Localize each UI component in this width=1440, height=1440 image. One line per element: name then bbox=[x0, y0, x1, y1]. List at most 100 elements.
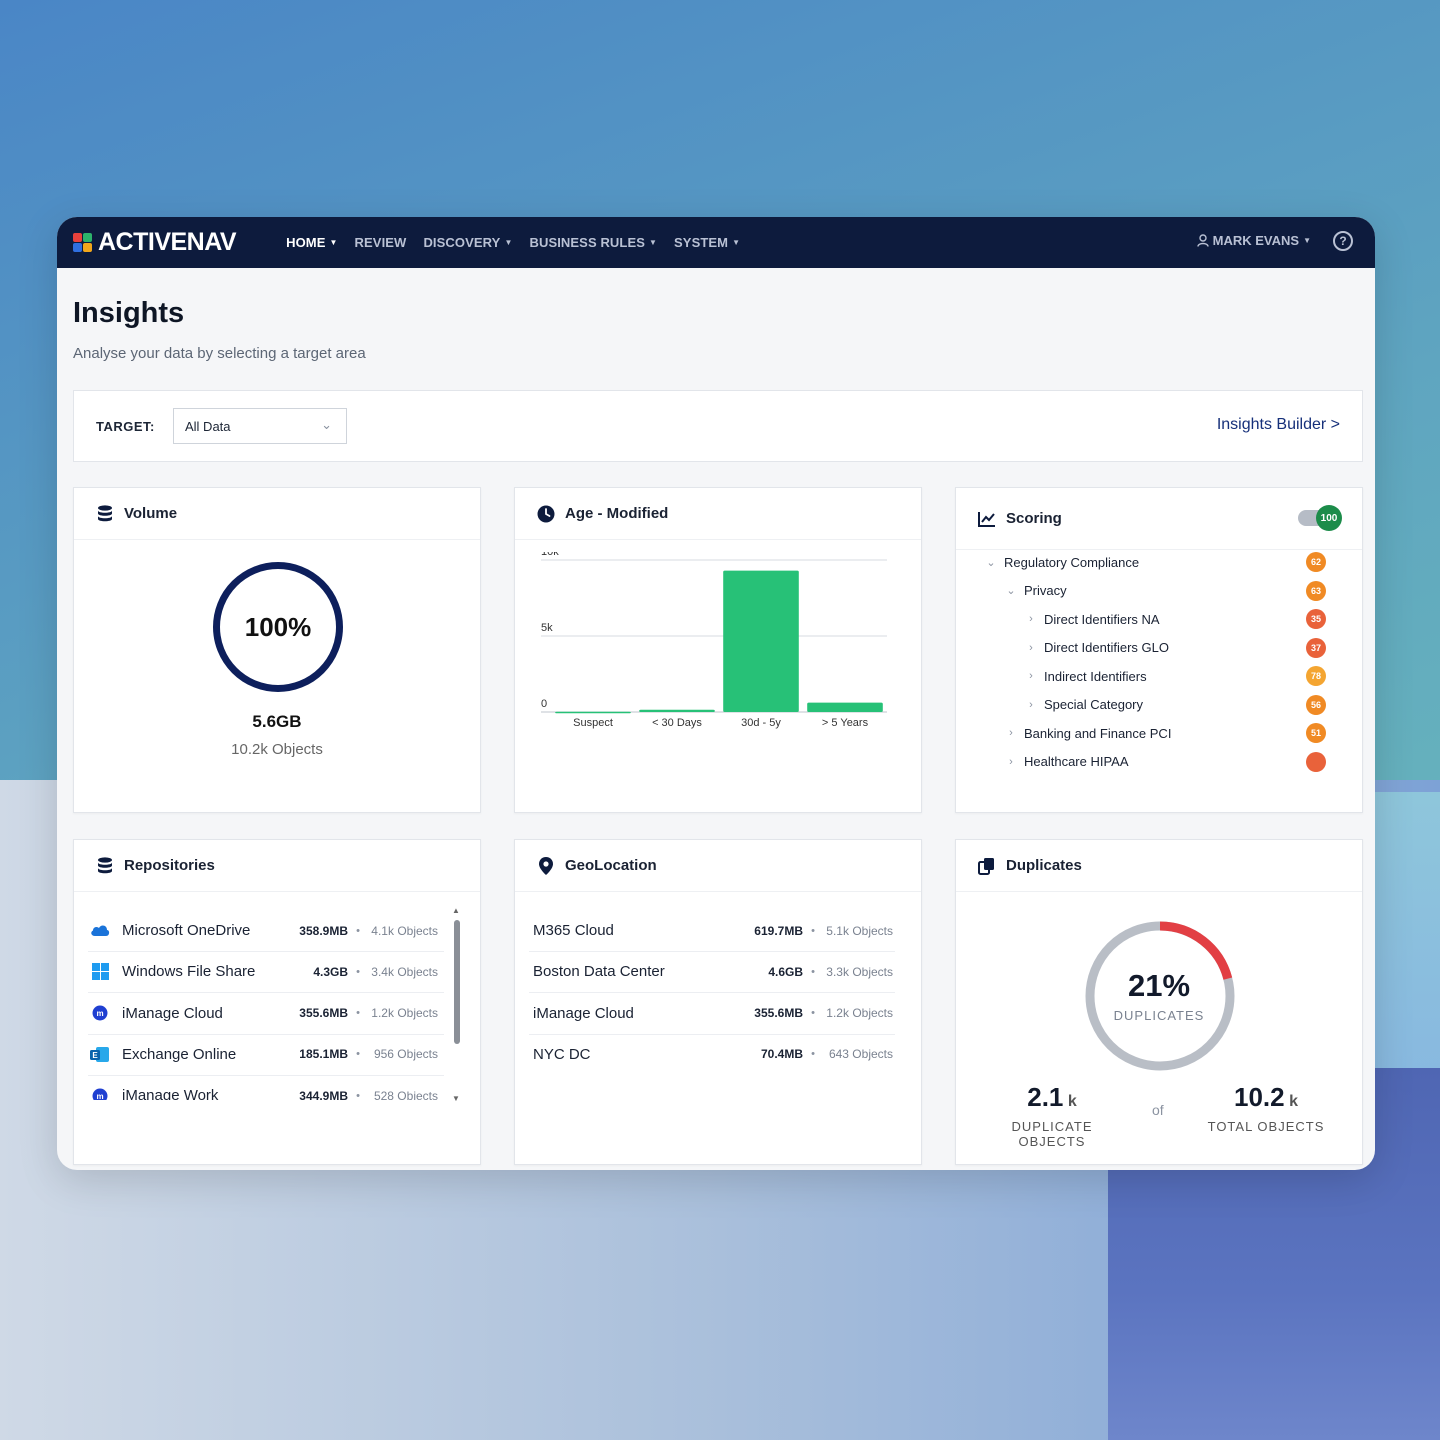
chevron-right-icon[interactable]: › bbox=[1029, 698, 1033, 711]
repository-objects: 3.4k Objects bbox=[371, 964, 438, 979]
score-badge: 56 bbox=[1306, 694, 1326, 715]
user-menu[interactable]: MARK EVANS ▼ bbox=[1196, 233, 1311, 248]
geolocation-row[interactable]: NYC DC 70.4MB • 643 Objects bbox=[515, 1034, 923, 1075]
volume-card: Volume 100% 5.6GB 10.2k Objects bbox=[73, 487, 481, 813]
nav-item-review[interactable]: REVIEW bbox=[355, 235, 407, 250]
score-badge: 78 bbox=[1306, 666, 1326, 686]
score-item-label: Indirect Identifiers bbox=[1044, 668, 1147, 684]
database-icon bbox=[96, 505, 114, 523]
separator-dot: • bbox=[356, 924, 360, 937]
x-tick-label: < 30 Days bbox=[652, 717, 702, 729]
repository-size: 4.3GB bbox=[313, 964, 348, 979]
line-chart-icon bbox=[978, 510, 996, 528]
scroll-down-icon[interactable]: ▼ bbox=[452, 1094, 460, 1103]
chevron-right-icon[interactable]: › bbox=[1009, 727, 1013, 739]
geolocation-card-header: GeoLocation bbox=[515, 840, 921, 892]
geolocation-row[interactable]: iManage Cloud 355.6MB • 1.2k Objects bbox=[515, 993, 923, 1034]
age-title: Age - Modified bbox=[565, 505, 669, 522]
duplicate-objects-caption: DUPLICATE OBJECTS bbox=[1011, 1119, 1093, 1149]
bar-3[interactable] bbox=[807, 702, 883, 712]
score-item-label: Healthcare HIPAA bbox=[1024, 754, 1129, 769]
repository-row[interactable]: Windows File Share 4.3GB • 3.4k Objects bbox=[74, 951, 454, 992]
score-item-label: Direct Identifiers GLO bbox=[1044, 640, 1169, 655]
scrollbar-thumb[interactable] bbox=[454, 920, 460, 1044]
separator-dot: • bbox=[811, 1007, 815, 1020]
chevron-right-icon[interactable]: › bbox=[1029, 670, 1033, 682]
chevron-down-icon[interactable]: ⌄ bbox=[1006, 585, 1016, 597]
question-circle-icon[interactable]: ? bbox=[1333, 231, 1353, 251]
geolocation-objects: 643 Objects bbox=[828, 1047, 893, 1062]
geolocation-size: 355.6MB bbox=[754, 1006, 803, 1021]
user-icon bbox=[1196, 234, 1209, 247]
row-divider bbox=[529, 992, 895, 994]
scoring-toggle[interactable]: 100 bbox=[1298, 505, 1342, 531]
total-objects-stat: 10.2 k TOTAL OBJECTS bbox=[1196, 1082, 1336, 1134]
duplicates-title: Duplicates bbox=[1006, 857, 1082, 874]
brand-logo[interactable]: ACTIVENAV bbox=[73, 228, 237, 257]
score-item[interactable]: › Indirect Identifiers 78 bbox=[956, 664, 1362, 688]
y-tick-label: 10k bbox=[541, 552, 559, 558]
geolocation-name: iManage Cloud bbox=[533, 1004, 634, 1022]
repository-objects: 956 Objects bbox=[373, 1047, 438, 1062]
age-bar-chart: 0 5k 10k Suspect < 30 Days 30d - 5y > 5 Years bbox=[541, 552, 887, 729]
score-item[interactable]: › Banking and Finance PCI 51 bbox=[956, 721, 1362, 745]
bar-2[interactable] bbox=[723, 570, 799, 712]
geolocation-row[interactable]: Boston Data Center 4.6GB • 3.3k Objects bbox=[515, 951, 923, 992]
page-title: Insights bbox=[73, 297, 185, 329]
age-card-header: Age - Modified bbox=[515, 488, 921, 540]
scoring-card-header: Scoring bbox=[956, 488, 1362, 550]
repository-row[interactable]: m iManage Cloud 355.6MB • 1.2k Objects bbox=[74, 993, 454, 1034]
chevron-down-icon[interactable]: ⌄ bbox=[986, 556, 996, 569]
nav-item-label: DISCOVERY bbox=[423, 235, 501, 250]
chevron-right-icon[interactable]: › bbox=[1009, 755, 1013, 768]
repositories-list: Microsoft OneDrive 358.9MB • 4.1k Objects Wi… bbox=[74, 910, 454, 1100]
bar-0[interactable] bbox=[555, 711, 631, 714]
repository-row[interactable]: m iManage Work 344.9MB • 528 Objects bbox=[74, 1075, 454, 1100]
nav-item-system[interactable]: SYSTEM ▼ bbox=[674, 235, 740, 250]
repository-size: 358.9MB bbox=[299, 923, 348, 938]
ring-duplicates-arc bbox=[1085, 921, 1235, 1071]
x-tick-label: > 5 Years bbox=[822, 717, 869, 729]
geolocation-objects: 5.1k Objects bbox=[826, 923, 893, 938]
separator-dot: • bbox=[356, 965, 360, 978]
repository-size: 355.6MB bbox=[299, 1006, 348, 1021]
geolocation-row[interactable]: M365 Cloud 619.7MB • 5.1k Objects bbox=[515, 910, 923, 951]
geolocation-objects: 3.3k Objects bbox=[826, 964, 893, 979]
scoring-card: Scoring 100 ⌄ Regulatory Compliance 62 ⌄ Pri… bbox=[955, 487, 1363, 813]
repository-row[interactable]: E Exchange Online 185.1MB • 956 Objects bbox=[74, 1034, 454, 1075]
scroll-up-icon[interactable]: ▲ bbox=[452, 906, 460, 915]
insights-builder-link[interactable]: Insights Builder > bbox=[1216, 416, 1340, 433]
chevron-right-icon[interactable]: › bbox=[1029, 641, 1033, 654]
map-pin-icon bbox=[537, 856, 555, 875]
chevron-right-icon[interactable]: › bbox=[1029, 613, 1033, 625]
repository-name: iManage Work bbox=[122, 1087, 219, 1100]
x-tick-label: Suspect bbox=[573, 717, 613, 729]
nav-item-business-rules[interactable]: BUSINESS RULES ▼ bbox=[529, 235, 657, 250]
imanage-icon: m bbox=[90, 1003, 110, 1023]
repository-row[interactable]: Microsoft OneDrive 358.9MB • 4.1k Objects bbox=[74, 910, 454, 951]
nav-item-home[interactable]: HOME ▼ bbox=[286, 235, 337, 250]
bar-1[interactable] bbox=[639, 709, 715, 712]
nav-item-label: BUSINESS RULES bbox=[529, 235, 645, 250]
repositories-scrollbar[interactable]: ▲ ▼ bbox=[452, 906, 460, 1103]
row-divider bbox=[529, 1033, 895, 1035]
total-objects-unit: k bbox=[1289, 1093, 1298, 1110]
geolocation-card: GeoLocation M365 Cloud 619.7MB • 5.1k Objec… bbox=[514, 839, 922, 1165]
y-tick-label: 0 bbox=[541, 698, 547, 710]
score-item[interactable]: › Healthcare HIPAA bbox=[956, 750, 1362, 774]
target-select[interactable]: All Data ⌄ bbox=[173, 408, 347, 444]
score-item[interactable]: ⌄ Regulatory Compliance 62 bbox=[956, 550, 1362, 574]
copy-icon bbox=[978, 857, 996, 875]
scoring-title: Scoring bbox=[1006, 510, 1062, 527]
repositories-card: Repositories Microsoft OneDrive 358.9MB • 4… bbox=[73, 839, 481, 1165]
nav-item-discovery[interactable]: DISCOVERY ▼ bbox=[423, 235, 512, 250]
score-item[interactable]: › Direct Identifiers GLO 37 bbox=[956, 636, 1362, 660]
score-item[interactable]: › Special Category 56 bbox=[956, 693, 1362, 717]
row-divider bbox=[88, 951, 444, 952]
nav-item-label: HOME bbox=[286, 235, 326, 250]
score-item[interactable]: › Direct Identifiers NA 35 bbox=[956, 607, 1362, 631]
duplicates-percent: 21% bbox=[1127, 968, 1191, 1003]
of-separator: of bbox=[1152, 1102, 1164, 1118]
row-divider bbox=[88, 1074, 444, 1076]
score-item[interactable]: ⌄ Privacy 63 bbox=[956, 579, 1362, 603]
